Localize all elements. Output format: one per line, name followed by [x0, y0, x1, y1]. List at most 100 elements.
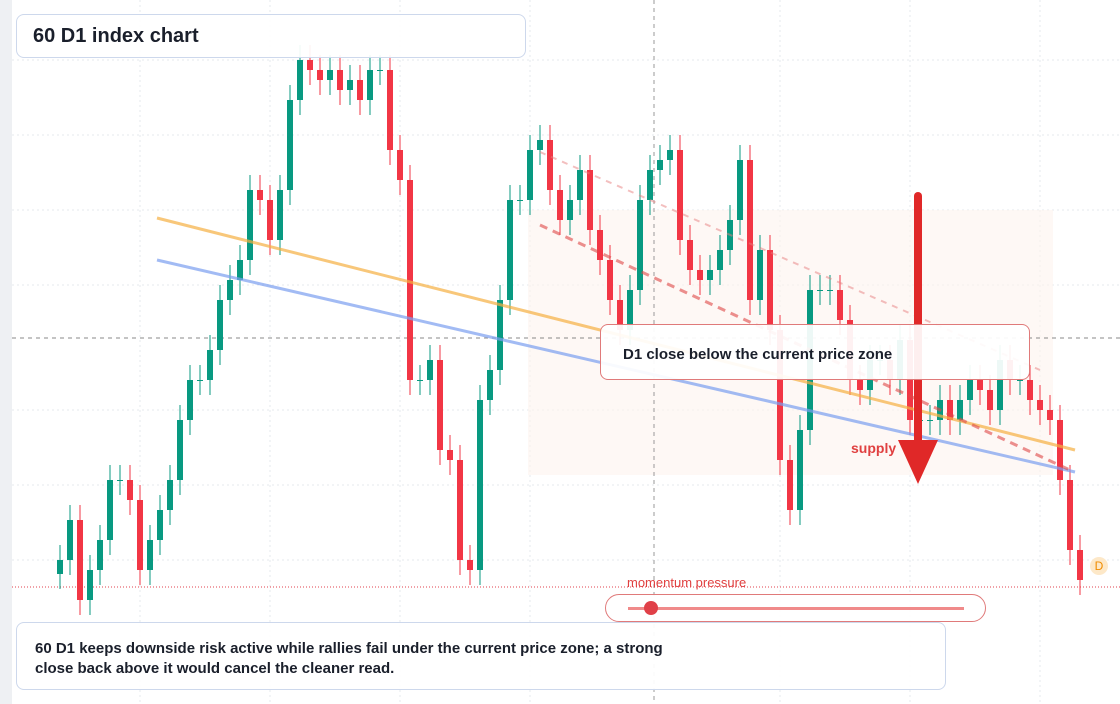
candle-body [387, 70, 393, 150]
candle-body [607, 260, 613, 300]
candle-body [1037, 400, 1043, 410]
candle-body [717, 250, 723, 270]
candle-body [507, 200, 513, 300]
candle-body [547, 140, 553, 190]
candle-body [77, 520, 83, 600]
candle-body [417, 380, 423, 381]
candle-body [587, 170, 593, 230]
candle-body [927, 420, 933, 421]
summary-box: 60 D1 keeps downside risk active while r… [16, 622, 946, 690]
candle-body [627, 290, 633, 330]
candle-body [597, 230, 603, 260]
slider-track [628, 607, 964, 610]
candle-body [737, 160, 743, 220]
candle-body [637, 200, 643, 290]
candle-body [287, 100, 293, 190]
candle-body [187, 380, 193, 420]
candle-body [707, 270, 713, 280]
candle-body [667, 150, 673, 160]
candle-body [127, 480, 133, 500]
slider-knob[interactable] [644, 601, 658, 615]
candle-body [647, 170, 653, 200]
summary: 60 D1 keeps downside risk active while r… [35, 640, 663, 677]
badge-text: D [1095, 559, 1104, 573]
candle-body [267, 200, 273, 240]
candle-body [567, 200, 573, 220]
candle-body [317, 70, 323, 80]
candle-body [1067, 480, 1073, 550]
candle-body [57, 560, 63, 574]
candle-body [767, 250, 773, 330]
candle-body [987, 390, 993, 410]
candle-body [207, 350, 213, 380]
candle-body [697, 270, 703, 280]
slider-label: momentum pressure [627, 575, 746, 590]
candle-body [657, 160, 663, 170]
candle-body [177, 420, 183, 480]
candle-body [1027, 380, 1033, 400]
callout-box: D1 close below the current price zone [600, 324, 1030, 380]
candle-body [787, 460, 793, 510]
candle-body [117, 480, 123, 481]
candle-body [397, 150, 403, 180]
callout: D1 close below the current price zone [623, 346, 893, 363]
candle-body [457, 460, 463, 560]
candle-body [797, 430, 803, 510]
candle-body [407, 180, 413, 380]
candle-body [947, 400, 953, 420]
zone-label: supply [851, 440, 896, 456]
candle-body [157, 510, 163, 540]
title-box: 60 D1 index chart [16, 14, 526, 58]
candle-body [367, 70, 373, 100]
candle-body [337, 70, 343, 90]
candle-body [477, 400, 483, 570]
candle-body [297, 60, 303, 100]
candle-body [517, 200, 523, 201]
candle-body [427, 360, 433, 380]
badge [1090, 557, 1108, 575]
candle-body [327, 70, 333, 80]
slider[interactable] [605, 594, 986, 622]
candle-body [837, 290, 843, 320]
candle-body [617, 300, 623, 330]
candle-body [257, 190, 263, 200]
candle-body [247, 190, 253, 260]
candle-body [437, 360, 443, 450]
candle-body [237, 260, 243, 280]
candle-body [967, 380, 973, 400]
side-bar [0, 0, 12, 704]
candle-body [307, 60, 313, 70]
candle-body [677, 150, 683, 240]
candle-body [377, 70, 383, 71]
candle-body [107, 480, 113, 540]
candle-body [977, 380, 983, 390]
candle-body [167, 480, 173, 510]
candle-body [97, 540, 103, 570]
candle-body [277, 190, 283, 240]
candle-body [827, 290, 833, 291]
candle-body [957, 400, 963, 420]
candle-body [747, 160, 753, 300]
candle-body [197, 380, 203, 381]
candle-body [997, 360, 1003, 410]
candle-body [227, 280, 233, 300]
candle-body [497, 300, 503, 370]
candle-body [687, 240, 693, 270]
candle-body [67, 520, 73, 560]
candle-body [1047, 410, 1053, 420]
title: 60 D1 index chart [33, 25, 199, 47]
arrow-head [898, 440, 938, 484]
candle-body [857, 380, 863, 390]
candle-body [557, 190, 563, 220]
candle-body [357, 80, 363, 100]
candle-body [87, 570, 93, 600]
candle-body [217, 300, 223, 350]
candle-body [1017, 380, 1023, 381]
candle-body [487, 370, 493, 400]
candle-body [447, 450, 453, 460]
candle-body [817, 290, 823, 291]
candle-body [907, 340, 913, 420]
candle-body [137, 500, 143, 570]
candle-body [347, 80, 353, 90]
